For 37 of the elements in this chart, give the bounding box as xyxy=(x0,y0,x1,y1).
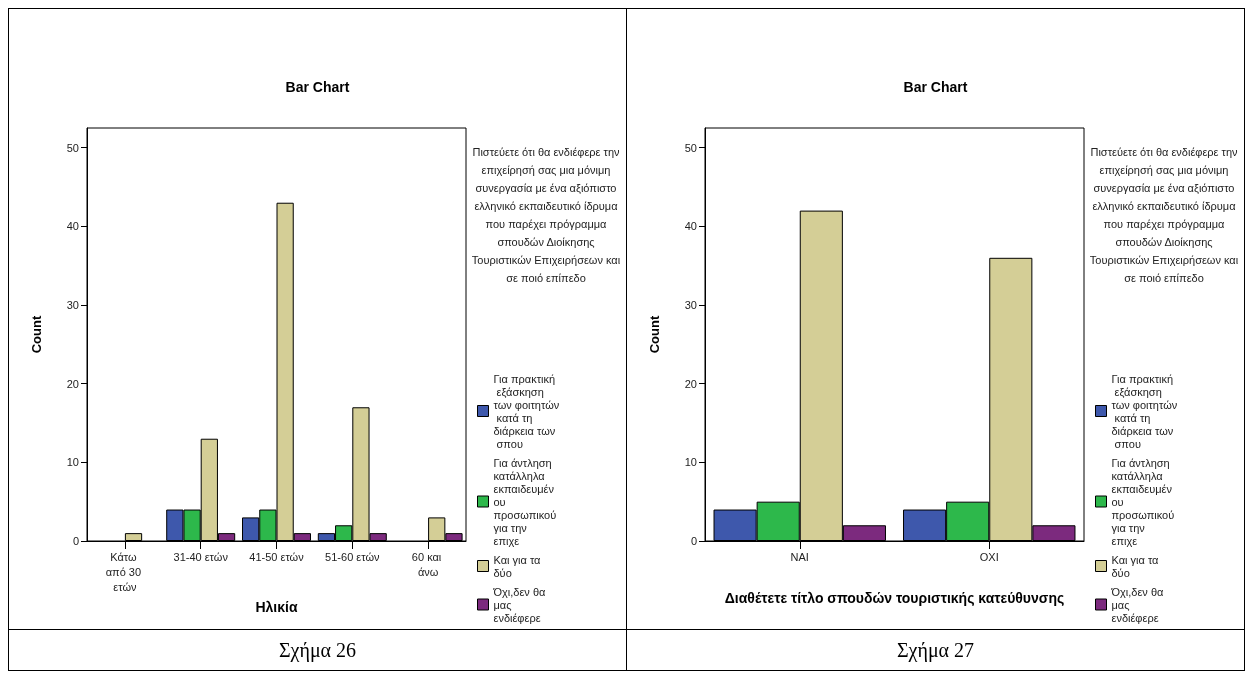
chart-title: Bar Chart xyxy=(903,79,968,95)
x-tick-label: ΟΧΙ xyxy=(979,550,999,563)
y-tick-label: 0 xyxy=(72,535,79,547)
y-tick-label: 10 xyxy=(66,456,79,469)
legend-label: Όχι,δεν θα μας ενδιέφερε xyxy=(1110,585,1167,624)
legend-label: Και για τα δύο xyxy=(493,553,544,579)
chart-title: Bar Chart xyxy=(285,79,350,95)
y-axis-title: Count xyxy=(647,315,662,354)
y-tick-label: 20 xyxy=(66,377,79,390)
x-tick-label: 41-50 ετών xyxy=(249,550,305,563)
y-tick-label: 40 xyxy=(66,220,79,233)
x-tick-label: ΝΑΙ xyxy=(790,550,809,563)
y-tick-label: 0 xyxy=(690,535,697,547)
y-tick-label: 40 xyxy=(684,220,697,233)
x-tick-label: 60 και άνω xyxy=(411,550,445,578)
legend-label: Για άντληση κατάλληλα εκπαιδευμένου προσωπικού για την επιχε xyxy=(493,456,560,547)
y-tick-label: 30 xyxy=(684,299,697,311)
x-axis-title: Διαθέτετε τίτλο σπουδών τουριστικής κατεύθυνσης xyxy=(724,589,1065,606)
y-tick-label: 10 xyxy=(684,456,697,469)
y-tick-label: 50 xyxy=(684,141,697,154)
x-tick-label: 31-40 ετών xyxy=(173,550,229,563)
legend-label: Για άντληση κατάλληλα εκπαιδευμένου προσωπικού για την επιχε xyxy=(1111,456,1178,547)
text: Σχήμα 27 xyxy=(895,638,976,664)
y-tick-label: 30 xyxy=(66,299,79,311)
text: Σχήμα 26 xyxy=(277,638,358,664)
legend-title: Πιστεύετε ότι θα ενδιέφερε την επιχείρησή σας μια μόνιμη συνεργασία με ένα αξιόπιστο ελληνικό εκπαιδευτικό ίδρυμα που παρέχει πρόγραμμα σπουδών Διοίκησης Τουριστικών Επιχειρήσεων και σε ποιό επίπεδο xyxy=(470,145,622,286)
legend-title: Πιστεύετε ότι θα ενδιέφερε την επιχείρησή σας μια μόνιμη συνεργασία με ένα αξιόπιστο ελληνικό εκπαιδευτικό ίδρυμα που παρέχει πρόγραμμα σπουδών Διοίκησης Τουριστικών Επιχειρήσεων και σε ποιό επίπεδο xyxy=(1088,145,1240,286)
legend-label: Όχι,δεν θα μας ενδιέφερε xyxy=(492,585,549,624)
legend-label: Για πρακτική εξάσκηση των φοιτητών κατά τη διάρκεια των σπου xyxy=(1111,372,1178,450)
legend-label: Για πρακτική εξάσκηση των φοιτητών κατά τη διάρκεια των σπου xyxy=(493,372,560,450)
y-tick-label: 50 xyxy=(66,141,79,154)
x-tick-label: 51-60 ετών xyxy=(325,550,380,563)
x-tick-label: Κάτω από 30 ετών xyxy=(105,550,145,593)
x-axis-title: Ηλικία xyxy=(255,599,298,616)
legend-label: Και για τα δύο xyxy=(1111,553,1162,579)
y-axis-title: Count xyxy=(29,315,44,354)
y-tick-label: 20 xyxy=(684,377,697,390)
